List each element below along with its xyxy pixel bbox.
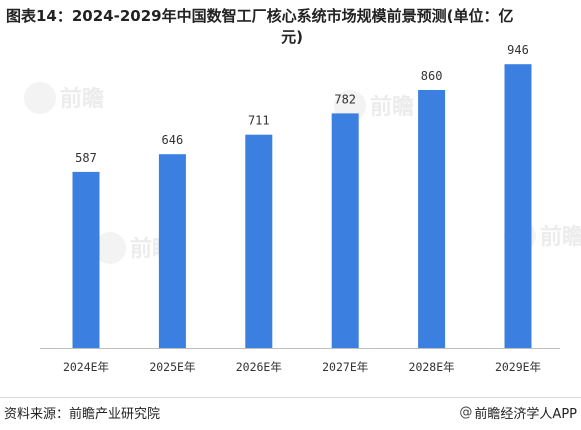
data-label: 646 [162, 133, 184, 147]
data-label: 711 [248, 114, 270, 128]
bar-2027E年 [331, 113, 359, 349]
chart-title-line1: 图表14：2024-2029年中国数智工厂核心系统市场规模前景预测(单位：亿 [6, 7, 514, 25]
brand-name: 前瞻经济学人APP [474, 407, 577, 422]
data-label: 782 [334, 92, 356, 106]
data-label: 587 [75, 151, 97, 165]
footer: 资料来源：前瞻产业研究院 @ 前瞻经济学人APP [0, 397, 581, 430]
bars-group [72, 64, 532, 349]
x-tick-labels-group: 2024E年 2025E年 2026E年 2027E年 2028E年 2029E年 [63, 360, 541, 374]
watermark-text: 前瞻 [540, 224, 581, 250]
watermark-logo-icon [24, 82, 56, 114]
x-tick-label: 2026E年 [236, 360, 282, 374]
data-labels-group: 587 646 711 782 860 946 [75, 43, 529, 165]
bar-2029E年 [504, 64, 532, 348]
bar-2025E年 [158, 154, 186, 348]
chart-title: 图表14：2024-2029年中国数智工厂核心系统市场规模前景预测(单位：亿 元… [6, 6, 578, 48]
source-note: 资料来源：前瞻产业研究院 [4, 407, 161, 422]
x-tick-label: 2025E年 [149, 360, 195, 374]
data-label: 860 [421, 69, 443, 83]
footer-divider [0, 397, 581, 398]
bar-2024E年 [72, 171, 100, 348]
x-tick-label: 2027E年 [322, 360, 368, 374]
bar-2026E年 [245, 134, 273, 348]
at-icon: @ [459, 405, 473, 420]
brand-credit: @ 前瞻经济学人APP [459, 403, 577, 422]
chart-title-line2: 元) [281, 28, 303, 46]
watermark-logo-icon [94, 232, 126, 264]
data-label: 946 [507, 43, 529, 57]
watermark-text: 前瞻 [370, 94, 414, 120]
x-tick-label: 2028E年 [409, 360, 455, 374]
watermark-text: 前瞻 [60, 86, 104, 112]
bar-2028E年 [418, 90, 446, 348]
x-tick-label: 2024E年 [63, 360, 109, 374]
x-tick-label: 2029E年 [495, 360, 541, 374]
